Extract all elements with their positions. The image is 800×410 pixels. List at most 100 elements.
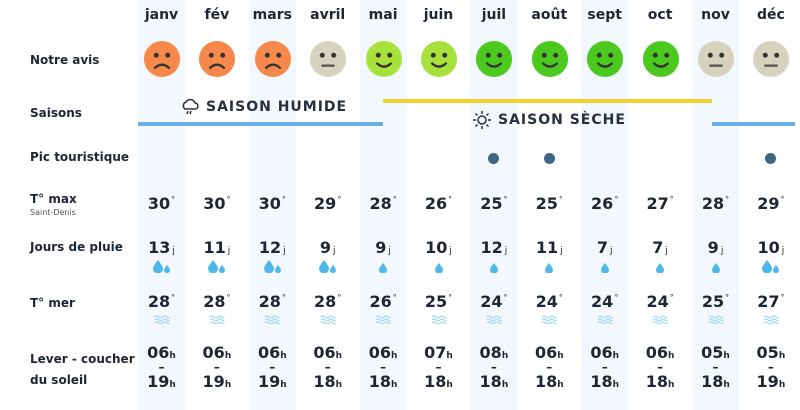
dry-season-bar bbox=[383, 99, 712, 103]
sunset-value: 18h bbox=[313, 372, 343, 391]
waves bbox=[688, 314, 743, 324]
waves-icon bbox=[597, 315, 613, 324]
peak-dot-icon bbox=[488, 153, 500, 164]
sunset-value: 18h bbox=[424, 372, 453, 391]
month-header: nov bbox=[701, 7, 730, 23]
rain-drops bbox=[356, 259, 411, 273]
sea-temp-value: 26° bbox=[369, 292, 397, 311]
sea-temp-value: 24° bbox=[591, 292, 619, 311]
waves bbox=[134, 314, 189, 324]
mood-great-icon bbox=[531, 40, 568, 78]
rain-drop-icon bbox=[263, 260, 274, 273]
rain-drops bbox=[189, 259, 244, 273]
waves bbox=[743, 314, 798, 324]
rain-drops bbox=[633, 259, 688, 273]
sea-temp-value: 24° bbox=[646, 292, 674, 311]
waves-icon bbox=[154, 315, 169, 324]
rain-drops bbox=[577, 259, 632, 273]
rain-drop-icon bbox=[773, 265, 780, 273]
sunrise-value: 08h bbox=[479, 343, 509, 362]
sea-temp-value: 27° bbox=[757, 292, 785, 311]
tmax-value: 30° bbox=[203, 194, 231, 213]
sunset-value: 19h bbox=[202, 372, 232, 391]
waves-icon bbox=[209, 315, 225, 324]
rain-drops bbox=[688, 259, 743, 273]
sea-temp-value: 28° bbox=[147, 292, 176, 311]
sunrise-value: 07h bbox=[424, 343, 453, 362]
waves bbox=[411, 314, 466, 324]
rain-days-value: 10 j bbox=[757, 238, 785, 257]
month-header: oct bbox=[647, 7, 673, 23]
rain-drop-icon bbox=[711, 262, 720, 273]
waves-icon bbox=[652, 315, 668, 324]
mood-great-icon bbox=[476, 40, 513, 78]
row-label-avis: Notre avis bbox=[30, 53, 100, 67]
sun-icon bbox=[473, 111, 491, 129]
waves-icon bbox=[486, 315, 502, 324]
waves bbox=[300, 314, 355, 324]
month-header: janv bbox=[144, 7, 179, 23]
rain-drop-icon bbox=[545, 262, 554, 273]
rain-drops bbox=[300, 259, 355, 273]
time-separator: – bbox=[712, 363, 719, 371]
sunrise-value: 06h bbox=[368, 343, 398, 362]
row-label-saisons: Saisons bbox=[30, 106, 82, 120]
mood-neutral-icon bbox=[310, 40, 347, 78]
dry-season-label: SAISON SÈCHE bbox=[472, 110, 626, 130]
tmax-value: 30° bbox=[147, 194, 176, 213]
time-separator: – bbox=[324, 363, 331, 371]
rain-days-value: 12 j bbox=[258, 238, 286, 257]
waves-icon bbox=[541, 315, 557, 324]
rain-days-value: 10 j bbox=[425, 238, 452, 257]
tmax-value: 26° bbox=[424, 194, 453, 213]
waves bbox=[466, 314, 521, 324]
tmax-value: 30° bbox=[258, 194, 286, 213]
sunset-value: 19h bbox=[257, 372, 287, 391]
sunrise-value: 05h bbox=[701, 343, 730, 362]
time-separator: – bbox=[546, 363, 553, 371]
sunset-value: 18h bbox=[479, 372, 509, 391]
time-separator: – bbox=[380, 363, 387, 371]
row-label-lever: Lever - coucher bbox=[30, 352, 135, 366]
rain-drop-icon bbox=[219, 265, 226, 273]
time-separator: – bbox=[490, 363, 497, 371]
time-separator: – bbox=[767, 363, 774, 371]
month-header: juin bbox=[423, 7, 454, 23]
mood-bad-icon bbox=[199, 40, 236, 78]
rain-drop-icon bbox=[656, 262, 665, 273]
month-header: fév bbox=[204, 7, 230, 23]
sunset-value: 18h bbox=[368, 372, 398, 391]
rain-drops bbox=[245, 259, 300, 273]
waves-icon bbox=[763, 315, 779, 324]
rain-drop-icon bbox=[489, 262, 498, 273]
row-sublabel-tmax: Saint-Denis bbox=[30, 208, 76, 217]
rain-drop-icon bbox=[434, 262, 443, 273]
sea-temp-value: 28° bbox=[258, 292, 286, 311]
sunset-value: 19h bbox=[147, 372, 176, 391]
sea-temp-value: 25° bbox=[424, 292, 453, 311]
sunrise-value: 06h bbox=[202, 343, 232, 362]
sea-temp-value: 28° bbox=[314, 292, 342, 311]
tmax-value: 28° bbox=[701, 194, 730, 213]
rain-drop-icon bbox=[274, 265, 281, 273]
sunrise-value: 06h bbox=[147, 343, 176, 362]
time-separator: – bbox=[269, 363, 276, 371]
tmax-value: 25° bbox=[480, 194, 508, 213]
sea-temp-value: 25° bbox=[701, 292, 730, 311]
time-separator: – bbox=[601, 363, 608, 371]
rain-drop-icon bbox=[379, 262, 388, 273]
sunset-value: 18h bbox=[590, 372, 620, 391]
sea-temp-value: 24° bbox=[535, 292, 563, 311]
sunset-value: 18h bbox=[534, 372, 564, 391]
rain-days-value: 12 j bbox=[480, 238, 508, 257]
waves bbox=[189, 314, 244, 324]
row-label-mer: T° mer bbox=[30, 296, 75, 310]
month-header: avril bbox=[310, 7, 346, 23]
waves-icon bbox=[708, 315, 723, 324]
waves bbox=[522, 314, 577, 324]
sunrise-value: 05h bbox=[756, 343, 786, 362]
time-separator: – bbox=[657, 363, 664, 371]
sea-temp-value: 24° bbox=[480, 292, 508, 311]
time-separator: – bbox=[213, 363, 220, 371]
